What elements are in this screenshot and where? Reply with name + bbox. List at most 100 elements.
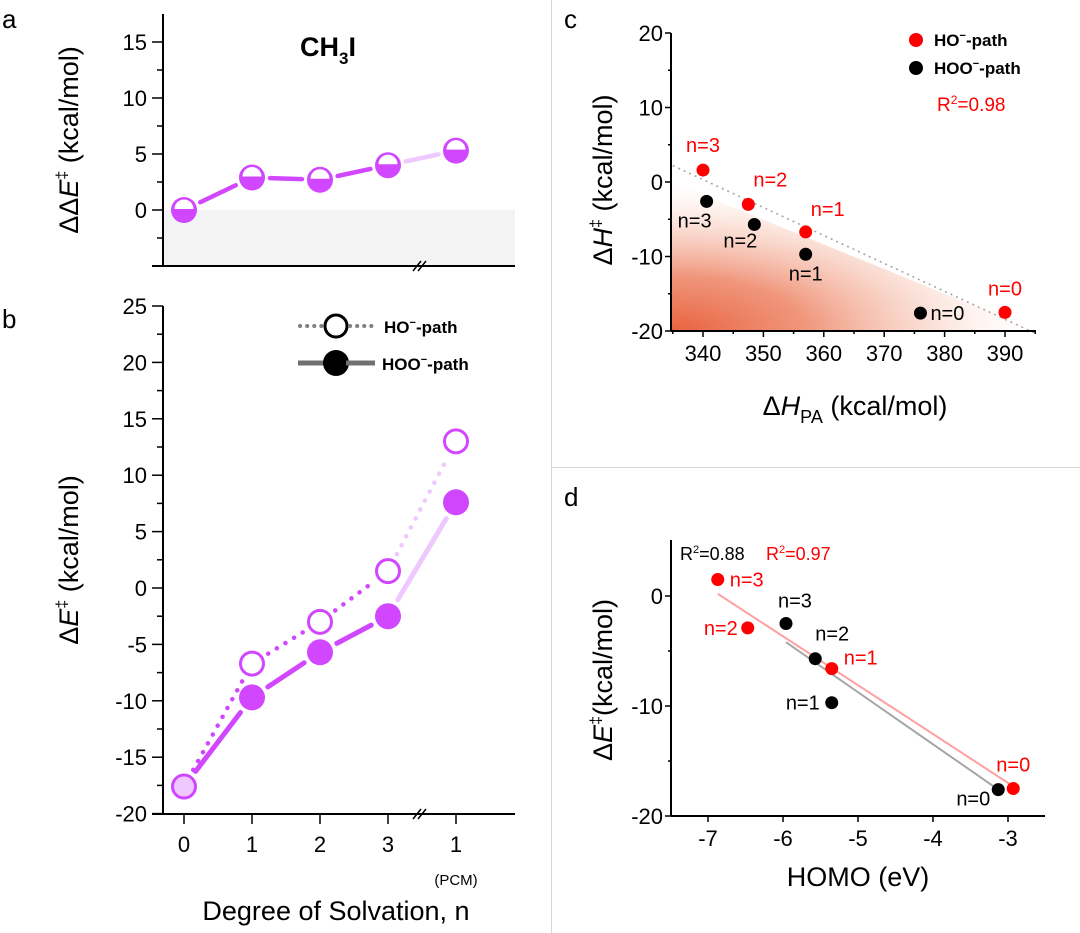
- panel-b-axes: -20 -15 -10 -5 0 5 10 15 20 25 0 1 2 3 1: [115, 294, 515, 857]
- axis-break-mark: [417, 260, 427, 272]
- x-tick-label: 340: [685, 341, 722, 366]
- panel-divider-vertical: [551, 0, 552, 933]
- hoo-path-point: [808, 652, 822, 666]
- ho-path-dotted-segment: [332, 580, 376, 613]
- panel-b: b -20 -15 -10 -5 0 5 10 15 20 25 0 1 2 3 1 HO−-path HO…: [2, 294, 515, 926]
- legend-red-dot: [909, 33, 923, 47]
- panel-c-points: n=3 n=2 n=1 n=0 n=3 n=2 n=1 n=0: [678, 135, 1022, 325]
- ho-path-point: [711, 573, 725, 586]
- panel-c-axes: -20 -10 0 10 20 340 350 360 370 380 390: [631, 21, 1036, 366]
- panel-c-fit-line: [672, 164, 1036, 334]
- legend-label-hoo-path: HOO−-path: [382, 354, 469, 374]
- axis-break-mark: [412, 260, 422, 272]
- ho-path-point: [825, 662, 839, 676]
- y-tick-label: 10: [639, 96, 663, 121]
- legend-black-dot: [909, 61, 923, 75]
- point-label: n=0: [996, 755, 1030, 777]
- panel-b-series-lines: [190, 455, 450, 774]
- y-tick-label: 0: [651, 170, 663, 195]
- point-label: n=2: [815, 624, 849, 646]
- point-label: n=2: [704, 618, 738, 640]
- point-label: n=1: [786, 693, 820, 715]
- ho-fit-line: [717, 592, 1014, 788]
- series-segment: [197, 183, 239, 205]
- y-tick-label: -20: [631, 804, 663, 829]
- half-filled-circle-marker: [239, 164, 265, 191]
- panel-b-xlabel: Degree of Solvation, n: [202, 896, 469, 926]
- y-tick-label: 15: [123, 30, 147, 55]
- y-tick-label: -10: [631, 245, 663, 270]
- marker-white-half: [446, 140, 466, 150]
- panel-a-points: [171, 137, 469, 223]
- y-tick-label: 25: [123, 294, 147, 319]
- hoo-path-solid-segment: [193, 710, 243, 774]
- hoo-path-filled-marker: [443, 489, 469, 516]
- x-tick-label: -3: [998, 826, 1018, 851]
- ho-path-open-marker: [307, 608, 333, 635]
- panel-b-legend: HO−-path HOO−-path: [298, 313, 469, 376]
- legend-label-ho-path: HO−-path: [934, 30, 1007, 50]
- x-tick-label: 0: [178, 832, 190, 857]
- x-tick-label: 370: [866, 341, 903, 366]
- panel-c-xlabel: ΔHPA (kcal/mol): [763, 391, 948, 427]
- legend-label-hoo-path: HOO−-path: [934, 58, 1021, 78]
- hoo-path-filled-marker: [307, 639, 333, 666]
- y-tick-label: -20: [115, 802, 147, 827]
- panel-a-ylabel: ΔΔE‡ (kcal/mol): [54, 46, 84, 234]
- x-tick-label: 350: [745, 341, 782, 366]
- panel-a-title: CH3I: [300, 32, 356, 68]
- hoo-path-point: [913, 306, 927, 320]
- hoo-path-filled-marker: [239, 684, 265, 711]
- half-filled-circle-marker: [443, 137, 469, 164]
- panel-a: a 0 5 10 15 CH3I ΔΔE‡ (kcal/mol): [2, 4, 515, 272]
- panel-c-r2-label: R2=0.98: [937, 93, 1006, 116]
- panel-letter-b: b: [2, 304, 16, 334]
- panel-d-ylabel: ΔE‡(kcal/mol): [588, 599, 618, 761]
- x-tick-label: 2: [314, 832, 326, 857]
- marker-white-half: [378, 154, 398, 165]
- marker-white-half: [310, 169, 330, 179]
- x-tick-label: 3: [382, 832, 394, 857]
- hoo-fit-line: [785, 641, 999, 791]
- x-tick-label: 1: [450, 832, 462, 857]
- marker-white-half: [174, 199, 194, 209]
- hoo-path-point: [700, 194, 714, 208]
- x-tick-label: 1: [246, 832, 258, 857]
- point-label: n=0: [956, 789, 990, 811]
- panel-d-xlabel: HOMO (eV): [787, 862, 930, 892]
- x-tick-label: -7: [698, 826, 718, 851]
- panel-b-points: [171, 428, 469, 800]
- x-tick-label: 380: [926, 341, 963, 366]
- point-label: n=0: [988, 278, 1022, 300]
- x-tick-label: -5: [848, 826, 868, 851]
- y-tick-label: 5: [135, 520, 147, 545]
- x-tick-label: 390: [987, 341, 1024, 366]
- y-tick-label: 20: [123, 350, 147, 375]
- panel-d-r2-red: R2=0.97: [766, 544, 831, 564]
- ho-path-point: [799, 225, 813, 239]
- ho-path-point: [741, 621, 755, 635]
- ho-path-point: [696, 163, 710, 177]
- y-tick-label: -5: [127, 632, 147, 657]
- ho-path-open-marker: [443, 428, 469, 455]
- ho-path-dotted-segment: [394, 455, 450, 557]
- axis-break-mark: [412, 808, 422, 820]
- hoo-path-solid-segment: [334, 622, 374, 646]
- ho-path-point: [741, 197, 755, 211]
- half-filled-circle-marker: [375, 152, 401, 179]
- panel-letter-c: c: [564, 4, 577, 34]
- point-label: n=3: [678, 210, 712, 232]
- gradient-triangle-region: [671, 182, 1036, 331]
- y-tick-label: -10: [631, 694, 663, 719]
- panel-d-fit-lines: [717, 592, 1014, 791]
- y-tick-label: 0: [651, 584, 663, 609]
- legend-open-circle-marker: [323, 313, 349, 339]
- y-tick-label: 0: [135, 198, 147, 223]
- ho-path-dotted-segment: [265, 629, 307, 656]
- x-tick-label: 360: [805, 341, 842, 366]
- panel-d-points: n=3n=2n=1n=0n=3n=2n=1n=0: [704, 570, 1030, 811]
- ho-path-dotted-segment: [190, 677, 246, 773]
- panel-c-legend: HO−-path HOO−-path: [909, 30, 1021, 78]
